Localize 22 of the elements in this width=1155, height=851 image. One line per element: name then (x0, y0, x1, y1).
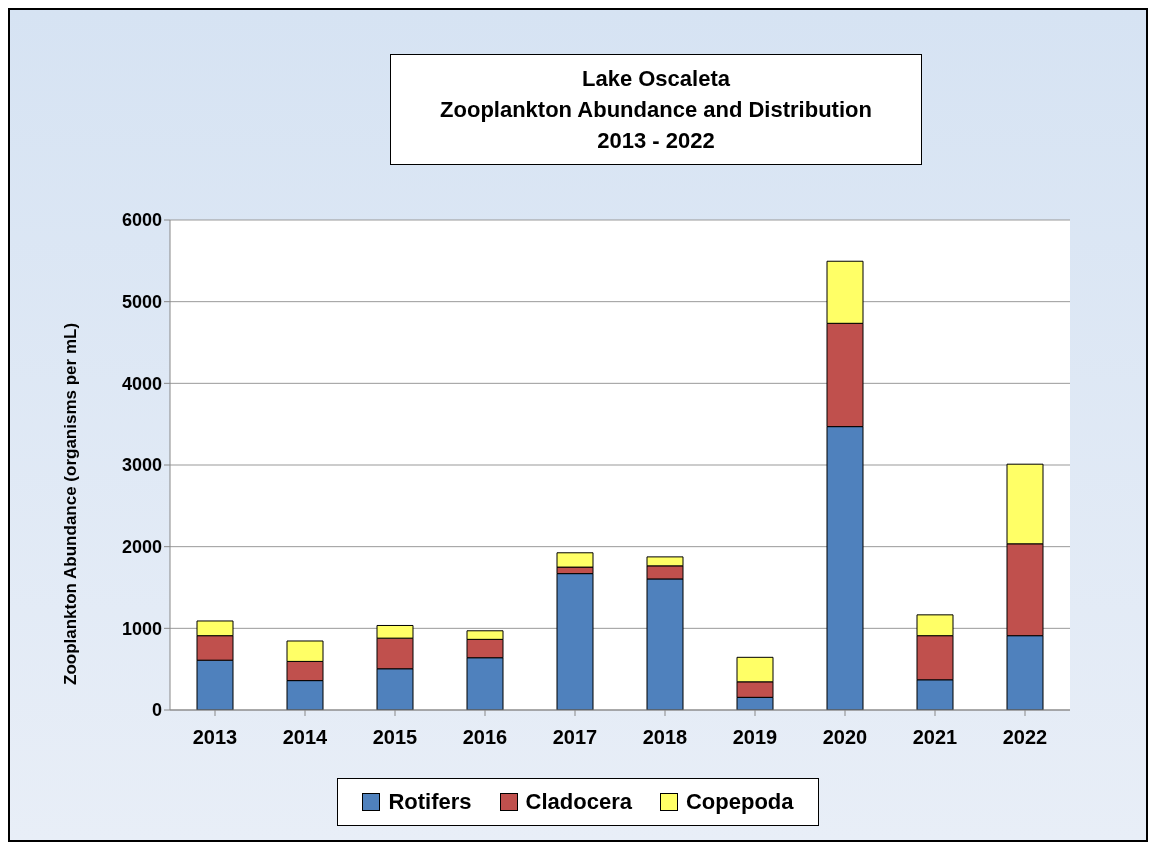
legend-label: Cladocera (525, 789, 632, 815)
y-tick-label: 3000 (121, 455, 162, 476)
x-tick-label: 2017 (552, 726, 598, 749)
y-axis-title: Zooplankton Abundance (organisms per mL) (61, 322, 81, 685)
x-tick-label: 2022 (1002, 726, 1048, 749)
x-tick-label: 2018 (642, 726, 688, 749)
x-tick-label: 2013 (192, 726, 238, 749)
chart-title: Lake Oscaleta Zooplankton Abundance and Distribution 2013 - 2022 (439, 65, 873, 155)
x-tick-label: 2019 (732, 726, 778, 749)
x-tick-label: 2020 (822, 726, 868, 749)
y-tick-label: 6000 (121, 210, 162, 231)
x-tick-label: 2021 (912, 726, 958, 749)
y-tick-label: 2000 (121, 537, 162, 558)
y-tick-label: 5000 (121, 292, 162, 313)
x-tick-label: 2016 (462, 726, 508, 749)
y-tick-label: 4000 (121, 373, 162, 394)
x-tick-label: 2014 (282, 726, 329, 749)
legend-label: Rotifers (388, 789, 472, 815)
legend-label: Copepoda (685, 789, 794, 815)
x-tick-label: 2015 (372, 726, 418, 749)
y-tick-label: 1000 (121, 618, 162, 639)
y-tick-label: 0 (151, 700, 162, 721)
